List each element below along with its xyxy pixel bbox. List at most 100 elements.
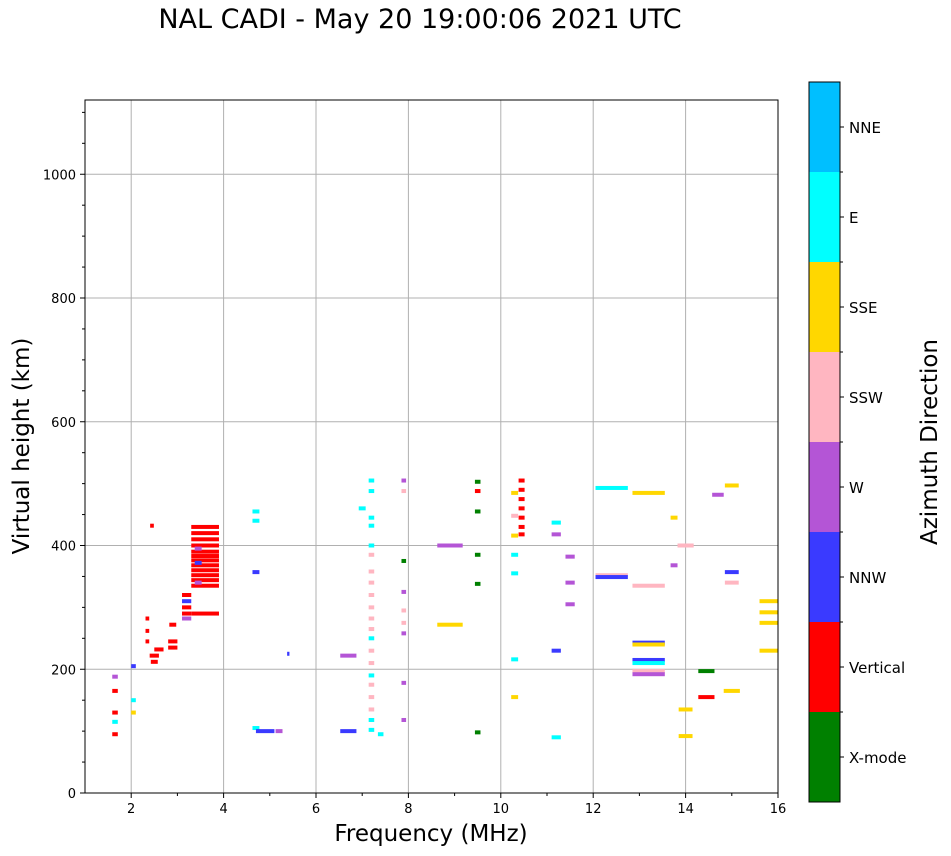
colorbar-tick-label: X-mode xyxy=(849,749,906,767)
echo-mark xyxy=(401,589,407,594)
echo-mark xyxy=(511,552,519,557)
echo-mark xyxy=(724,570,739,575)
echo-mark xyxy=(759,620,778,625)
echo-mark xyxy=(401,680,407,685)
echo-mark xyxy=(112,688,118,693)
echo-mark xyxy=(145,639,150,644)
echo-mark xyxy=(518,497,525,502)
colorbar-tick-label: NNE xyxy=(849,119,881,137)
colorbar-frame xyxy=(808,81,841,803)
y-tick-label: 1000 xyxy=(43,168,76,183)
echo-mark xyxy=(252,518,260,523)
echo-mark xyxy=(670,515,678,520)
echo-mark xyxy=(632,490,665,495)
echo-mark xyxy=(632,642,665,647)
echo-mark xyxy=(518,524,525,529)
echo-mark xyxy=(368,727,375,732)
echo-mark xyxy=(368,489,375,494)
echo-mark xyxy=(401,478,407,483)
echo-mark xyxy=(168,639,178,644)
echo-mark xyxy=(401,489,407,494)
colorbar-tick-label: E xyxy=(849,209,858,227)
echo-mark xyxy=(368,523,375,528)
echo-mark xyxy=(368,515,375,520)
echo-mark xyxy=(191,563,219,568)
echo-mark xyxy=(632,661,665,666)
y-axis: 0 200 400 600 800 1000 xyxy=(43,111,85,802)
echo-mark xyxy=(191,543,219,548)
echo-mark xyxy=(437,622,463,627)
echo-mark xyxy=(511,490,519,495)
echo-mark xyxy=(154,647,164,652)
colorbar-segment xyxy=(809,352,840,442)
echo-mark xyxy=(191,531,219,536)
echo-mark xyxy=(511,695,519,700)
echo-mark xyxy=(551,648,561,653)
echo-mark xyxy=(182,616,192,621)
echo-mark xyxy=(358,506,366,511)
echo-mark xyxy=(368,627,375,632)
echo-mark xyxy=(112,710,118,715)
echo-mark xyxy=(518,506,525,511)
echo-mark xyxy=(150,659,158,664)
echo-mark xyxy=(368,648,375,653)
echo-mark xyxy=(401,620,407,625)
echo-mark xyxy=(474,581,481,586)
echo-mark xyxy=(551,532,561,537)
colorbar-tick-label: Vertical xyxy=(849,659,905,677)
echo-mark xyxy=(182,593,192,597)
colorbar-tick-label: NNW xyxy=(849,569,886,587)
y-tick-label: 600 xyxy=(51,416,76,431)
echo-mark xyxy=(565,580,575,585)
x-tick-label: 12 xyxy=(585,802,602,817)
echo-mark xyxy=(632,672,665,677)
echo-mark xyxy=(287,651,290,656)
plot-frame xyxy=(84,99,779,794)
colorbar-segment xyxy=(809,712,840,802)
echo-mark xyxy=(401,558,407,563)
echo-mark xyxy=(275,729,283,734)
echo-mark xyxy=(368,695,375,700)
echo-mark xyxy=(632,669,665,674)
y-tick-label: 0 xyxy=(68,787,76,802)
x-tick-label: 14 xyxy=(677,802,694,817)
echo-mark xyxy=(191,568,219,573)
echo-mark xyxy=(191,524,219,529)
x-tick-label: 2 xyxy=(127,802,135,817)
echo-mark xyxy=(169,622,177,627)
echo-mark xyxy=(182,605,192,610)
colorbar-tick-label: SSE xyxy=(849,299,878,317)
echo-mark xyxy=(368,616,375,621)
echo-mark xyxy=(368,569,375,574)
echo-mark xyxy=(191,558,219,563)
echo-mark xyxy=(565,602,575,607)
echo-mark xyxy=(698,695,715,700)
echo-mark xyxy=(511,657,519,662)
echo-mark xyxy=(401,608,407,613)
echo-mark xyxy=(595,485,628,490)
echo-mark xyxy=(191,549,219,554)
echo-mark xyxy=(145,628,150,633)
echo-mark xyxy=(368,636,375,641)
echo-mark xyxy=(511,513,519,518)
colorbar-label: Azimuth Direction xyxy=(917,339,943,545)
echo-mark xyxy=(368,478,375,483)
echo-mark xyxy=(182,599,192,604)
echo-mark xyxy=(678,734,693,739)
echo-marks xyxy=(112,478,778,740)
colorbar: X-mode Vertical NNW W SSW SSE E NNE xyxy=(808,81,906,803)
echo-mark xyxy=(194,546,202,551)
echo-mark xyxy=(474,489,481,494)
y-tick-label: 800 xyxy=(51,292,76,307)
echo-mark xyxy=(145,616,150,621)
echo-mark xyxy=(368,593,375,597)
x-tick-label: 6 xyxy=(312,802,320,817)
echo-mark xyxy=(723,688,740,693)
x-axis-label: Frequency (MHz) xyxy=(334,821,527,847)
chart-title: NAL CADI - May 20 19:00:06 2021 UTC xyxy=(158,4,682,35)
echo-mark xyxy=(191,583,219,588)
grid-lines xyxy=(85,100,779,794)
echo-mark xyxy=(131,710,136,715)
echo-mark xyxy=(698,669,715,674)
echo-mark xyxy=(437,543,463,548)
